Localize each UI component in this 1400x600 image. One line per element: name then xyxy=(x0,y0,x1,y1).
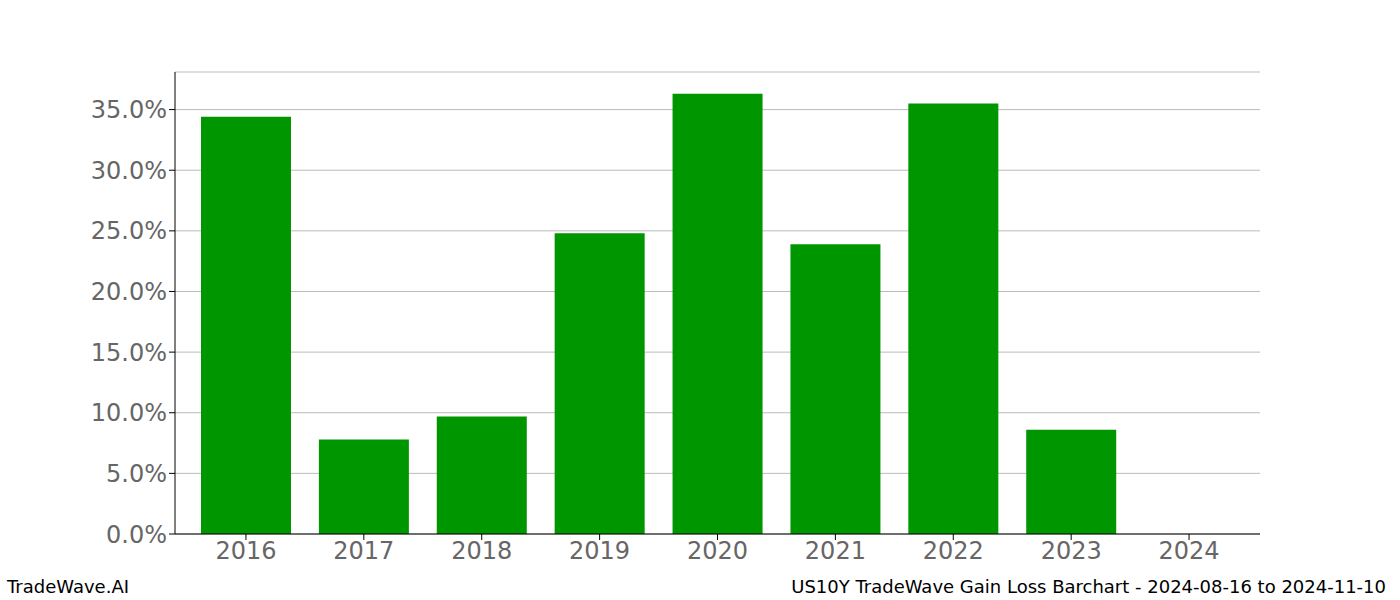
svg-text:2020: 2020 xyxy=(687,537,748,565)
svg-text:35.0%: 35.0% xyxy=(91,96,167,124)
svg-text:2016: 2016 xyxy=(215,537,276,565)
svg-text:20.0%: 20.0% xyxy=(91,278,167,306)
svg-text:2022: 2022 xyxy=(923,537,984,565)
svg-text:2019: 2019 xyxy=(569,537,630,565)
svg-text:25.0%: 25.0% xyxy=(91,217,167,245)
svg-text:2023: 2023 xyxy=(1041,537,1102,565)
svg-text:10.0%: 10.0% xyxy=(91,399,167,427)
svg-text:0.0%: 0.0% xyxy=(106,521,167,549)
html-text:TradeWave.AI: TradeWave.AI xyxy=(7,576,129,597)
html-text:US10Y TradeWave Gain Loss Barc: US10Y TradeWave Gain Loss Barchart - 202… xyxy=(791,576,1386,597)
svg-text:30.0%: 30.0% xyxy=(91,157,167,185)
svg-text:2017: 2017 xyxy=(333,537,394,565)
svg-text:2018: 2018 xyxy=(451,537,512,565)
svg-text:5.0%: 5.0% xyxy=(106,460,167,488)
svg-text:15.0%: 15.0% xyxy=(91,339,167,367)
svg-text:2021: 2021 xyxy=(805,537,866,565)
svg-text:2024: 2024 xyxy=(1159,537,1220,565)
